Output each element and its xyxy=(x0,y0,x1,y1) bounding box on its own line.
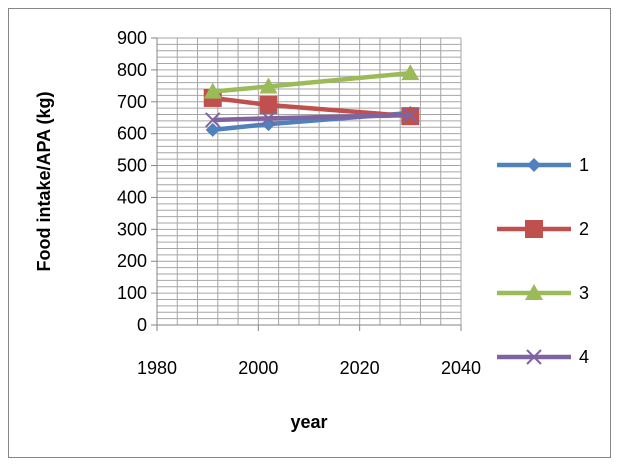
series-4-line xyxy=(212,112,411,123)
series-3-point xyxy=(203,82,222,99)
axes xyxy=(151,37,462,331)
tick-labels: 0 100 200 300 400 500 600 700 800 900 1980 2000 2020… xyxy=(117,28,481,378)
x-axis-title: year xyxy=(290,412,327,432)
legend-entry-3: 3 xyxy=(497,283,589,303)
legend-marker xyxy=(525,220,543,238)
legend-label: 3 xyxy=(579,283,589,303)
series-1-point xyxy=(205,122,220,137)
series-3-point xyxy=(401,64,420,81)
legend: 1 2 3 4 xyxy=(497,155,589,367)
y-tick-label: 700 xyxy=(117,92,147,112)
series-4 xyxy=(205,107,419,128)
y-tick-label: 100 xyxy=(117,283,147,303)
x-tick-label: 2040 xyxy=(441,358,481,378)
y-tick-label: 500 xyxy=(117,156,147,176)
y-tick-label: 200 xyxy=(117,251,147,271)
series-4-point xyxy=(260,110,277,127)
legend-entry-1: 1 xyxy=(497,155,589,175)
legend-entry-2: 2 xyxy=(497,219,589,239)
y-tick-label: 300 xyxy=(117,219,147,239)
series-2-point xyxy=(259,95,278,114)
legend-entry-4: 4 xyxy=(497,347,589,367)
series-layer xyxy=(203,64,420,137)
y-tick-label: 900 xyxy=(117,28,147,48)
y-tick-label: 800 xyxy=(117,60,147,80)
series-2-line xyxy=(212,95,411,119)
legend-marker xyxy=(526,349,542,365)
x-tick-label: 2020 xyxy=(340,358,380,378)
y-tick-label: 600 xyxy=(117,124,147,144)
legend-label: 4 xyxy=(579,347,589,367)
legend-marker xyxy=(527,158,541,172)
series-4-point xyxy=(205,112,221,128)
legend-marker xyxy=(525,284,543,300)
legend-label: 2 xyxy=(579,219,589,239)
y-tick-label: 400 xyxy=(117,187,147,207)
x-tick-label: 2000 xyxy=(238,358,278,378)
series-4-point xyxy=(402,107,419,123)
legend-label: 1 xyxy=(579,155,589,175)
series-3-point xyxy=(259,77,278,94)
y-tick-label: 0 xyxy=(137,315,147,335)
x-tick-label: 1980 xyxy=(137,358,177,378)
y-axis-title: Food intake/APA (kg) xyxy=(34,91,54,271)
series-3 xyxy=(203,64,420,99)
